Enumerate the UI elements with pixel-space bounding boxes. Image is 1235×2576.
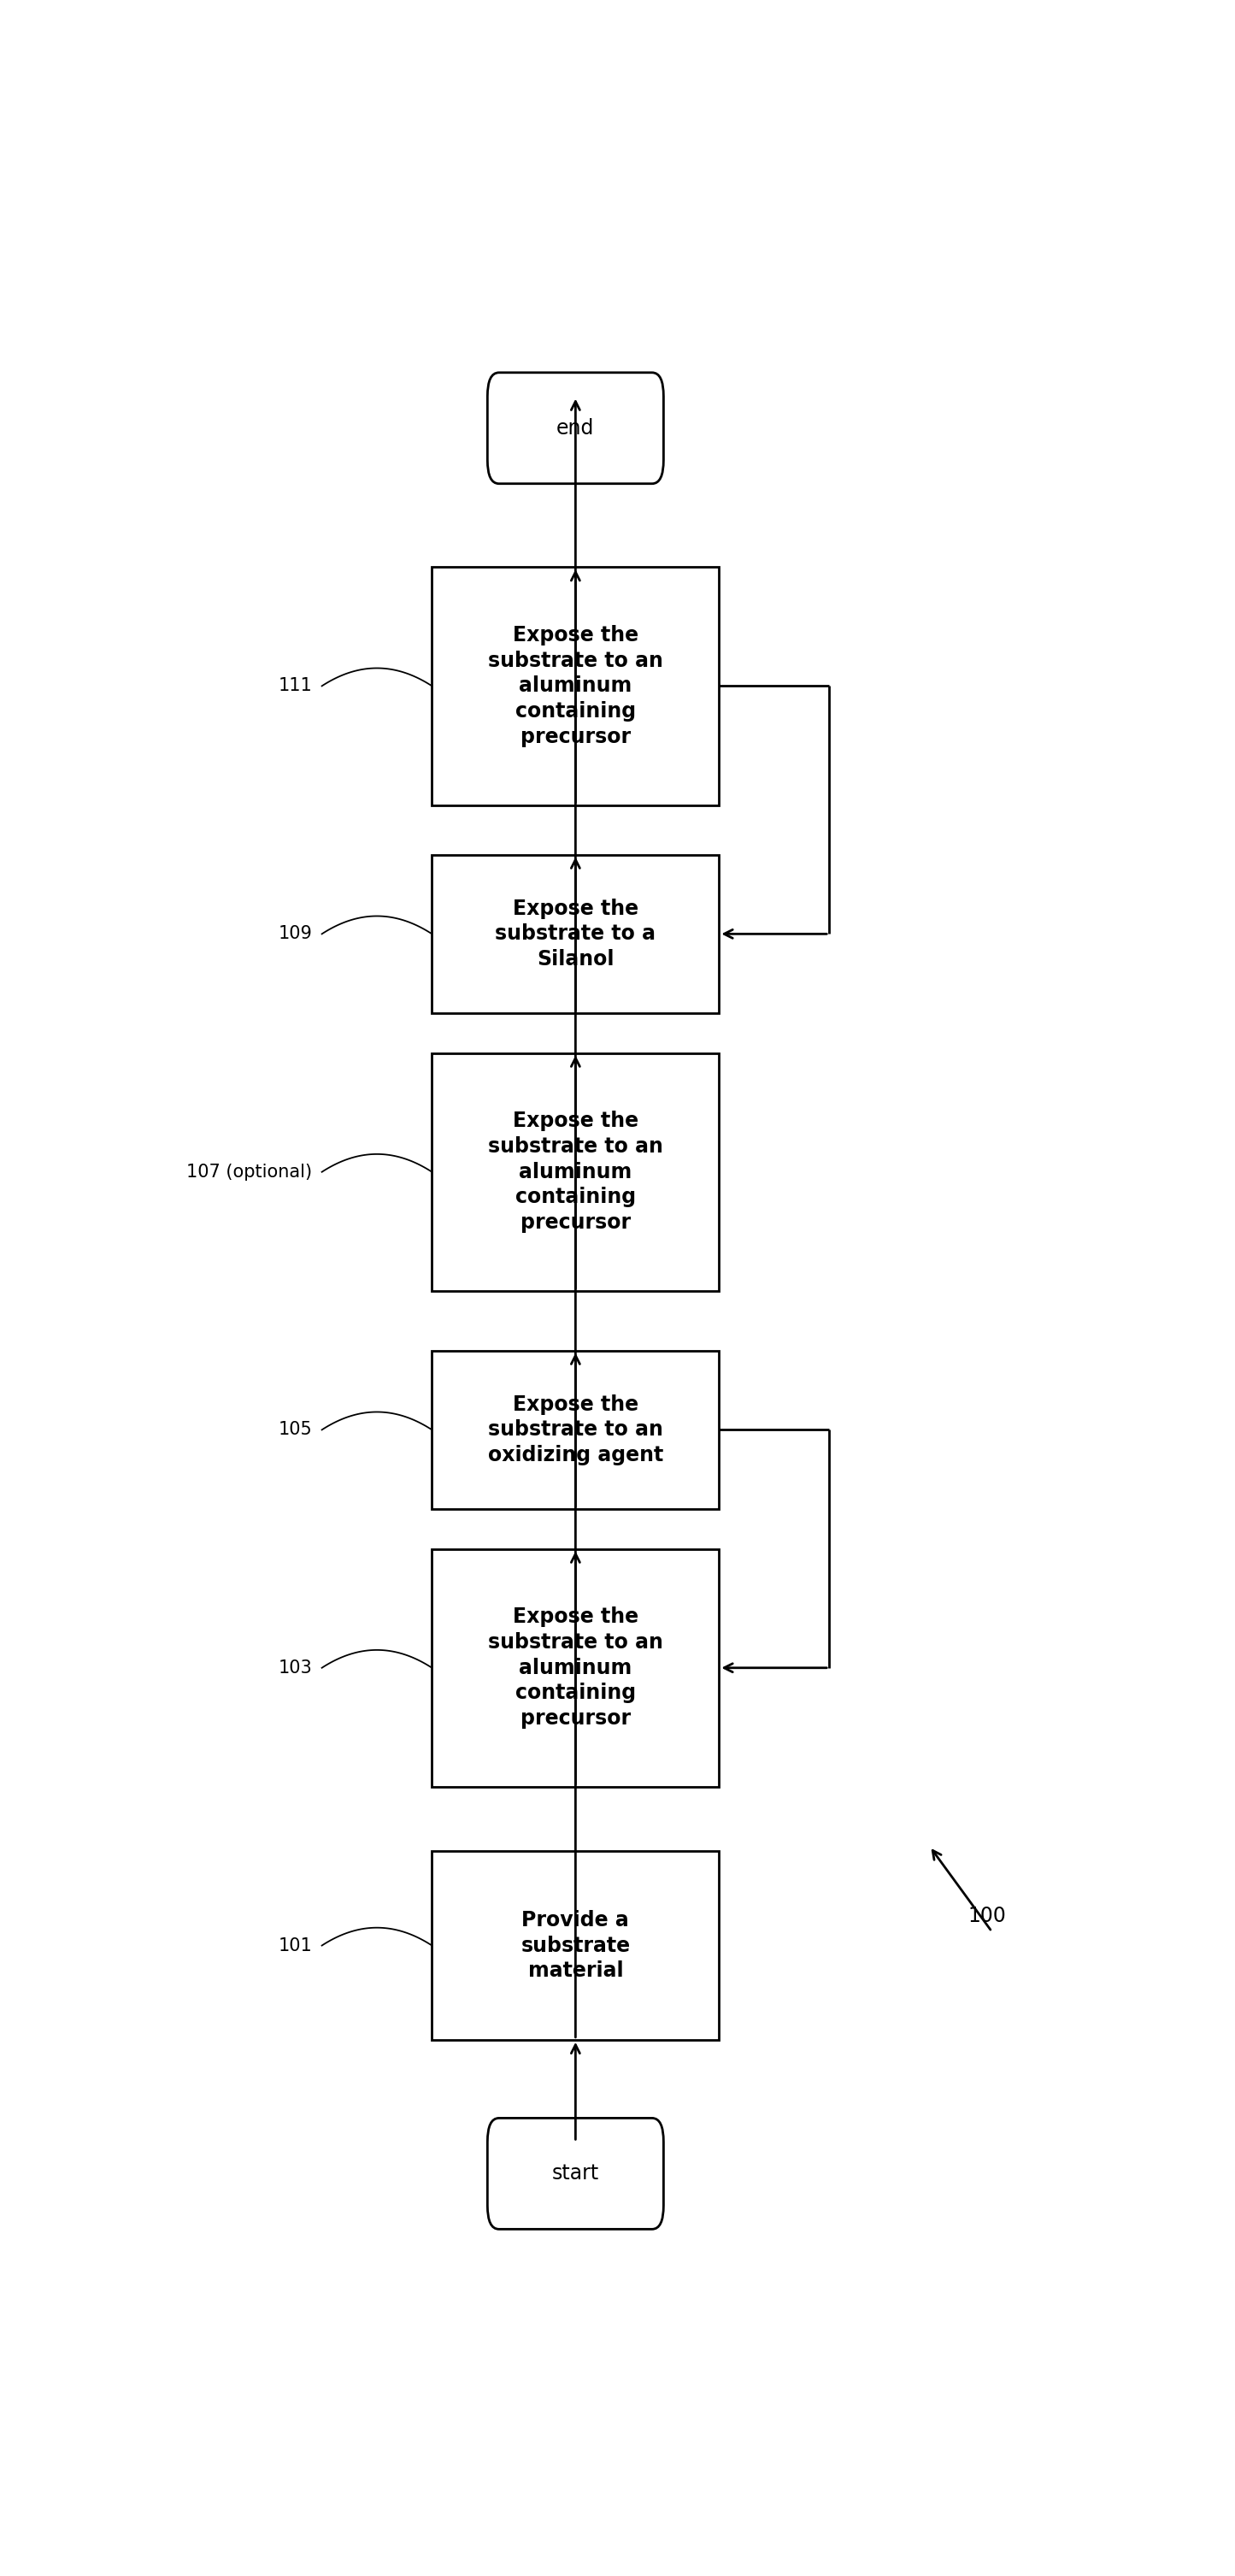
Text: 100: 100 (968, 1906, 1007, 1927)
Bar (432, 1852, 719, 2040)
Text: Expose the
substrate to an
oxidizing agent: Expose the substrate to an oxidizing age… (488, 1394, 663, 1466)
Bar (432, 567, 719, 804)
Text: Provide a
substrate
material: Provide a substrate material (521, 1909, 630, 1981)
Text: end: end (557, 417, 594, 438)
Bar (432, 1350, 719, 1510)
FancyBboxPatch shape (488, 374, 663, 484)
Text: start: start (552, 2164, 599, 2184)
Text: 111: 111 (278, 677, 312, 696)
Text: 103: 103 (278, 1659, 312, 1677)
Text: 109: 109 (278, 925, 312, 943)
Bar (432, 1548, 719, 1788)
Text: Expose the
substrate to an
aluminum
containing
precursor: Expose the substrate to an aluminum cont… (488, 1110, 663, 1234)
Bar (432, 1054, 719, 1291)
Text: Expose the
substrate to an
aluminum
containing
precursor: Expose the substrate to an aluminum cont… (488, 1607, 663, 1728)
Text: 105: 105 (278, 1422, 312, 1437)
FancyBboxPatch shape (488, 2117, 663, 2228)
Text: 101: 101 (278, 1937, 312, 1955)
Text: Expose the
substrate to a
Silanol: Expose the substrate to a Silanol (495, 899, 656, 969)
Text: Expose the
substrate to an
aluminum
containing
precursor: Expose the substrate to an aluminum cont… (488, 626, 663, 747)
Bar (432, 855, 719, 1012)
Text: 107 (optional): 107 (optional) (186, 1164, 312, 1180)
